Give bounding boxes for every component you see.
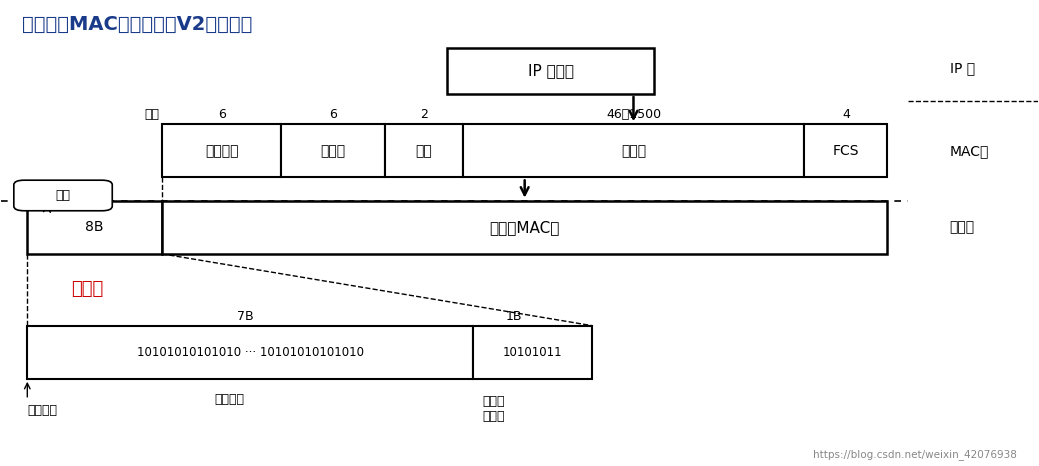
Bar — [447, 48, 655, 94]
Text: 物理层: 物理层 — [950, 220, 975, 234]
Bar — [282, 124, 384, 178]
Text: 帧开始
定界符: 帧开始 定界符 — [482, 395, 505, 423]
Text: 字节: 字节 — [144, 109, 159, 121]
Text: 2: 2 — [420, 109, 428, 121]
Bar — [162, 200, 887, 254]
Text: 6: 6 — [217, 109, 225, 121]
Text: 10101011: 10101011 — [503, 346, 562, 359]
Text: https://blog.csdn.net/weixin_42076938: https://blog.csdn.net/weixin_42076938 — [812, 449, 1017, 460]
Text: 源地址: 源地址 — [320, 144, 346, 158]
Text: 8B: 8B — [85, 220, 104, 234]
Text: 10101010101010 ··· 10101010101010: 10101010101010 ··· 10101010101010 — [136, 346, 364, 359]
Text: IP 数据报: IP 数据报 — [528, 63, 574, 78]
Text: IP 层: IP 层 — [950, 62, 975, 75]
Text: 插入: 插入 — [55, 189, 71, 202]
Text: 4: 4 — [842, 109, 850, 121]
Bar — [162, 124, 282, 178]
Text: 最常用的MAC帧是以太网V2的格式。: 最常用的MAC帧是以太网V2的格式。 — [22, 15, 252, 34]
Text: 前导码: 前导码 — [71, 280, 103, 298]
Text: 目的地址: 目的地址 — [205, 144, 238, 158]
Bar — [804, 124, 887, 178]
Bar — [27, 326, 473, 379]
Bar — [473, 326, 592, 379]
Text: 46～1500: 46～1500 — [606, 109, 661, 121]
Text: MAC层: MAC层 — [950, 144, 989, 158]
Bar — [384, 124, 462, 178]
Text: 1B: 1B — [506, 310, 523, 323]
Text: 类型: 类型 — [416, 144, 432, 158]
Text: 7B: 7B — [237, 310, 254, 323]
Text: 6: 6 — [329, 109, 337, 121]
Text: 数　据: 数 据 — [621, 144, 646, 158]
Text: FCS: FCS — [832, 144, 859, 158]
Bar — [27, 200, 162, 254]
Bar — [462, 124, 804, 178]
Text: 发送在前: 发送在前 — [27, 404, 57, 418]
FancyBboxPatch shape — [14, 180, 112, 211]
Text: 前同步码: 前同步码 — [214, 393, 244, 406]
Text: 以太网MAC帧: 以太网MAC帧 — [489, 219, 560, 235]
